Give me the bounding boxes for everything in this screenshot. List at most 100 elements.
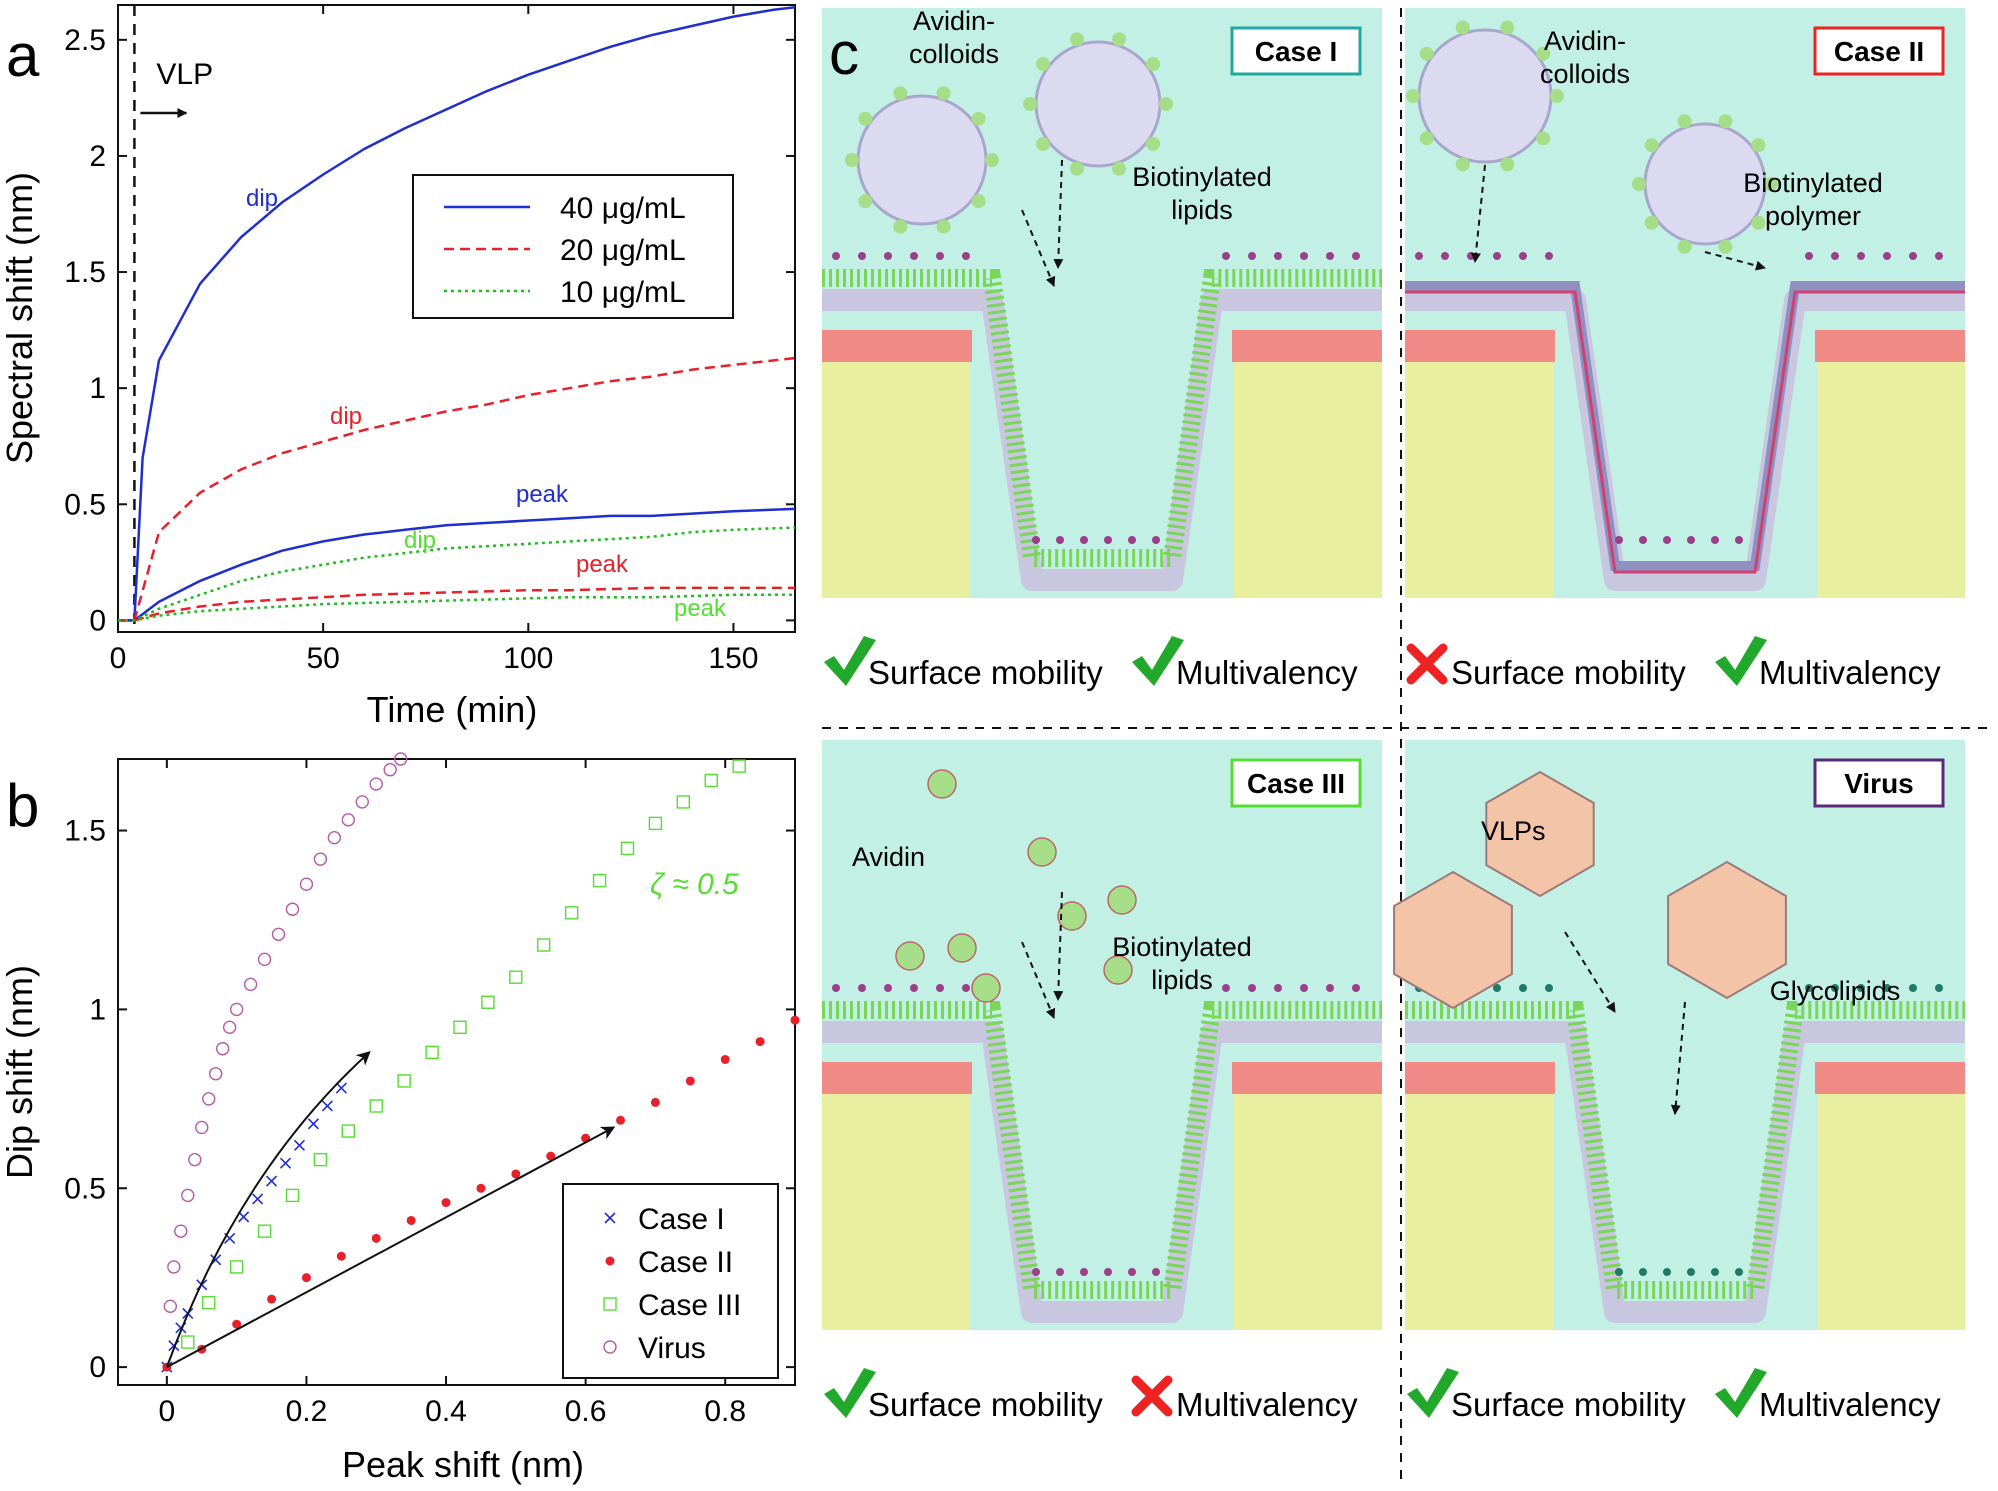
point-case-iii bbox=[202, 1296, 216, 1310]
point-case-i-b bbox=[293, 1139, 306, 1151]
metal-right bbox=[1815, 330, 1965, 362]
vlp-particle bbox=[1485, 770, 1595, 898]
chart-b-ticks: 0 0.2 0.4 0.6 0.8 0 0.5 1 1.5 bbox=[64, 759, 795, 1428]
point-case-iii bbox=[397, 1074, 411, 1088]
avidin-particle bbox=[895, 941, 925, 971]
label-line: colloids bbox=[909, 39, 999, 69]
avidin-coat bbox=[1023, 97, 1037, 111]
avidin-coat bbox=[1146, 136, 1161, 151]
chart-a-series bbox=[118, 6, 796, 622]
avidin-particle bbox=[1057, 901, 1087, 931]
point-case-iii bbox=[229, 1260, 244, 1274]
case-label-box bbox=[1230, 26, 1362, 76]
x-tick-label: 0.2 bbox=[286, 1395, 328, 1428]
legend-label-case-iii: Case III bbox=[638, 1289, 741, 1322]
receptor-head bbox=[1545, 984, 1553, 992]
receptor-head bbox=[1805, 252, 1813, 260]
receptor-head bbox=[1805, 984, 1813, 992]
avidin-coat bbox=[1764, 177, 1778, 191]
receptor-head bbox=[1415, 252, 1423, 260]
point-virus bbox=[383, 763, 397, 777]
avidin-coat bbox=[858, 111, 873, 126]
point-case-ii bbox=[685, 1076, 695, 1086]
series-20-g-ml-dip bbox=[118, 356, 796, 622]
case-label-box bbox=[1230, 758, 1362, 808]
avidin-coat bbox=[1751, 215, 1766, 230]
label-line: lipids bbox=[1171, 195, 1233, 225]
receptor-head bbox=[1493, 252, 1501, 260]
label-biotinylated-lipids: Biotinylated lipids bbox=[1112, 932, 1252, 995]
x-tick-label: 0.8 bbox=[704, 1395, 746, 1428]
receptor-head bbox=[832, 252, 840, 260]
receptor-head bbox=[910, 984, 918, 992]
legend-marker-case-i-b bbox=[604, 1212, 616, 1224]
receptor-head bbox=[858, 984, 866, 992]
legend-label-virus: Virus bbox=[638, 1332, 706, 1365]
legend-marker-case-iii bbox=[603, 1297, 617, 1311]
avidin-coat bbox=[1500, 157, 1515, 172]
avidin-coat bbox=[893, 86, 908, 101]
point-case-ii bbox=[720, 1054, 730, 1064]
chart-a-vlp-marker: VLP bbox=[133, 5, 213, 632]
avidin-coat bbox=[858, 194, 873, 209]
dashed-arrow bbox=[1564, 931, 1616, 1013]
y-tick-label: 0.5 bbox=[64, 488, 106, 521]
legend-label-20-g-ml: 20 μg/mL bbox=[560, 234, 686, 267]
metal-right bbox=[1815, 1062, 1965, 1094]
colloid-particle bbox=[1034, 40, 1162, 168]
avidin-coat bbox=[1455, 20, 1470, 35]
case-label-box bbox=[1813, 26, 1945, 76]
label-biotinylated-lipids: Biotinylated lipids bbox=[1132, 162, 1272, 225]
receptor-head bbox=[1104, 536, 1112, 544]
chart-b-ylabel: Dip shift (nm) bbox=[0, 965, 40, 1179]
point-virus bbox=[313, 852, 328, 866]
avidin-coat bbox=[971, 111, 986, 126]
schematic-virus: VLPs Glycolipids Virus Surface mobility Mult… bbox=[1393, 740, 1965, 1423]
avidin-coat bbox=[1718, 114, 1733, 129]
point-case-i-b bbox=[335, 1082, 347, 1094]
y-tick-label: 1.5 bbox=[64, 815, 106, 848]
gray-layer bbox=[1405, 289, 1965, 591]
x-tick-label: 0 bbox=[159, 1395, 176, 1428]
avidin-particle bbox=[971, 973, 1001, 1003]
receptor-head bbox=[1711, 1268, 1719, 1276]
x-tick-label: 0.4 bbox=[425, 1395, 467, 1428]
metal-left bbox=[1405, 1062, 1555, 1094]
avidin-coat bbox=[893, 219, 908, 234]
label-avidin-colloids: Avidin-colloids bbox=[1540, 26, 1630, 89]
gray-layer bbox=[822, 1021, 1382, 1323]
substrate-right bbox=[1234, 1094, 1382, 1330]
case-label: Case II bbox=[1834, 36, 1924, 67]
receptor-head bbox=[1639, 1268, 1647, 1276]
point-case-iii bbox=[564, 906, 579, 920]
chart-b-xlabel: Peak shift (nm) bbox=[342, 1444, 584, 1485]
point-case-iii bbox=[257, 1224, 272, 1238]
substrate-left bbox=[1405, 1094, 1553, 1330]
avidin-coat bbox=[1035, 136, 1050, 151]
receptor-head bbox=[1467, 252, 1475, 260]
footer-text: Multivalency bbox=[1176, 1386, 1358, 1423]
substrate-left bbox=[1405, 362, 1553, 598]
avidin-coat bbox=[1644, 138, 1659, 153]
point-virus bbox=[369, 777, 383, 791]
point-virus bbox=[243, 977, 258, 992]
legend-box bbox=[412, 174, 734, 319]
case-label: Case I bbox=[1255, 36, 1338, 67]
gray-layer bbox=[1405, 1021, 1965, 1323]
receptor-head bbox=[1493, 984, 1501, 992]
metal-left bbox=[822, 330, 972, 362]
point-virus bbox=[188, 1152, 202, 1167]
chart-b: 0 0.2 0.4 0.6 0.8 0 0.5 1 1.5 ζ ≈ 0.5 Peak shift… bbox=[0, 752, 800, 1485]
label-10-g-ml-dip: dip bbox=[404, 527, 436, 554]
label-line: colloids bbox=[1540, 59, 1630, 89]
receptor-head bbox=[962, 984, 970, 992]
point-case-iii bbox=[620, 841, 635, 856]
point-case-i-b bbox=[252, 1193, 264, 1205]
legend-marker-case-ii bbox=[605, 1256, 615, 1266]
dashed-arrow bbox=[1021, 209, 1056, 287]
point-case-ii bbox=[336, 1251, 346, 1261]
receptor-head bbox=[962, 252, 970, 260]
receptor-head bbox=[936, 252, 944, 260]
y-tick-label: 1.5 bbox=[64, 256, 106, 289]
label-avidin: Avidin bbox=[852, 842, 925, 872]
